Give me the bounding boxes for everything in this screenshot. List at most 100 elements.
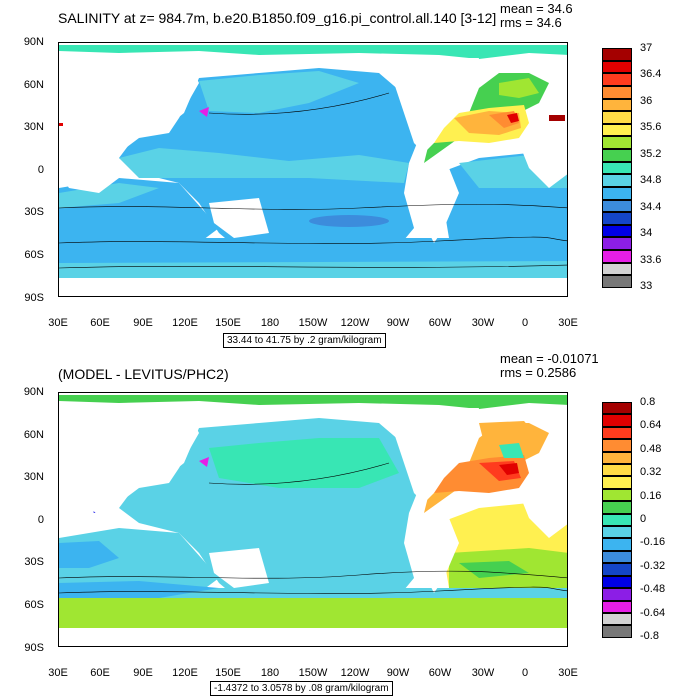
- lon-label: 150E: [215, 317, 241, 329]
- contour-range-label: 33.44 to 41.75 by .2 gram/kilogram: [223, 333, 386, 348]
- colorbar: [602, 402, 632, 638]
- lon-label: 150E: [215, 667, 241, 679]
- colorbar-swatch: [602, 476, 632, 489]
- colorbar-swatch: [602, 111, 632, 124]
- colorbar-swatch: [602, 48, 632, 61]
- lon-label: 150W: [298, 667, 328, 679]
- colorbar-label: 0.16: [640, 489, 662, 502]
- colorbar-label: 0.32: [640, 466, 662, 479]
- lon-label: 30W: [471, 667, 495, 679]
- colorbar-swatch: [602, 451, 632, 465]
- colorbar-swatch: [602, 275, 632, 288]
- lat-label: 0: [37, 514, 44, 526]
- colorbar-swatch: [602, 60, 632, 74]
- lat-label: 60S: [24, 249, 44, 261]
- lat-label: 90S: [24, 292, 44, 304]
- colorbar-swatch: [602, 426, 632, 440]
- colorbar-label: 0.64: [640, 419, 662, 432]
- lon-label: 120E: [172, 667, 198, 679]
- rms-label: rms = 34.6: [500, 15, 562, 30]
- lon-label: 120W: [340, 667, 370, 679]
- colorbar-label: 34.8: [640, 174, 662, 187]
- colorbar-swatch: [602, 563, 632, 576]
- lon-label: 30E: [48, 667, 68, 679]
- lon-label: 60E: [90, 317, 110, 329]
- colorbar-swatch: [602, 161, 632, 175]
- map-plot-area: [58, 392, 568, 647]
- colorbar-label: 36: [640, 94, 653, 107]
- colorbar-label: -0.64: [640, 606, 666, 619]
- colorbar-swatch: [602, 575, 632, 589]
- colorbar-swatch: [602, 501, 632, 514]
- anomaly-map: [59, 393, 567, 646]
- lon-label: 180: [260, 317, 280, 329]
- lon-label: 180: [260, 667, 280, 679]
- colorbar-label: 34: [640, 227, 653, 240]
- lon-label: 0: [521, 667, 529, 679]
- colorbar-label: 36.4: [640, 68, 662, 81]
- colorbar-swatch: [602, 538, 632, 551]
- salinity-anomaly-map-panel: (MODEL - LEVITUS/PHC2) mean = -0.01071 r…: [0, 350, 700, 700]
- colorbar-label: 35.6: [640, 121, 662, 134]
- lat-label: 30N: [23, 471, 44, 483]
- colorbar-swatch: [602, 174, 632, 187]
- colorbar-swatch: [602, 488, 632, 502]
- lat-label: 60S: [24, 599, 44, 611]
- contour-range-label: -1.4372 to 3.0578 by .08 gram/kilogram: [210, 681, 393, 696]
- colorbar-swatch: [602, 186, 632, 200]
- colorbar-swatch: [602, 600, 632, 613]
- lat-label: 30N: [23, 121, 44, 133]
- colorbar-swatch: [602, 149, 632, 162]
- mean-label: mean = 34.6: [500, 1, 573, 16]
- colorbar-label: -0.8: [640, 630, 659, 642]
- lat-label: 90N: [23, 36, 44, 48]
- colorbar-swatch: [602, 262, 632, 276]
- colorbar-label: 35.2: [640, 147, 662, 160]
- lon-label: 60W: [428, 317, 452, 329]
- lat-label: 90S: [24, 642, 44, 654]
- colorbar-swatch: [602, 98, 632, 112]
- colorbar-label: 33.6: [640, 253, 662, 266]
- lat-label: 90N: [23, 386, 44, 398]
- colorbar-swatch: [602, 136, 632, 149]
- colorbar-label: 34.4: [640, 200, 662, 213]
- colorbar-swatch: [602, 588, 632, 601]
- colorbar-swatch: [602, 464, 632, 477]
- salinity-map: [59, 43, 567, 296]
- lon-label: 30E: [558, 317, 578, 329]
- lon-label: 30E: [558, 667, 578, 679]
- lon-label: 90W: [386, 317, 410, 329]
- colorbar-swatch: [602, 526, 632, 539]
- colorbar-swatch: [602, 224, 632, 238]
- lat-label: 60N: [23, 79, 44, 91]
- lon-label: 0: [521, 317, 529, 329]
- colorbar-swatch: [602, 439, 632, 452]
- colorbar-swatch: [602, 73, 632, 86]
- colorbar-swatch: [602, 612, 632, 626]
- lat-label: 30S: [24, 556, 44, 568]
- lon-label: 150W: [298, 317, 328, 329]
- colorbar-label: -0.48: [640, 583, 666, 596]
- lat-label: 60N: [23, 429, 44, 441]
- colorbar-swatch: [602, 513, 632, 527]
- colorbar-swatch: [602, 237, 632, 250]
- colorbar-label: 0: [640, 513, 647, 525]
- colorbar: [602, 48, 632, 288]
- colorbar-label: 37: [640, 42, 653, 54]
- lon-label: 30W: [471, 317, 495, 329]
- colorbar-swatch: [602, 123, 632, 137]
- map-title: SALINITY at z= 984.7m, b.e20.B1850.f09_g…: [58, 10, 497, 26]
- lat-label: 30S: [24, 206, 44, 218]
- colorbar-swatch: [602, 212, 632, 225]
- mean-label: mean = -0.01071: [500, 351, 599, 366]
- salinity-map-panel: SALINITY at z= 984.7m, b.e20.B1850.f09_g…: [23, 1, 662, 348]
- colorbar-swatch: [602, 250, 632, 263]
- colorbar-label: -0.32: [640, 559, 666, 572]
- colorbar-swatch: [602, 199, 632, 213]
- colorbar-swatch: [602, 85, 632, 99]
- lon-label: 90E: [133, 667, 153, 679]
- colorbar-swatch: [602, 414, 632, 427]
- lon-label: 60W: [428, 667, 452, 679]
- colorbar-swatch: [602, 402, 632, 415]
- lon-label: 120E: [172, 317, 198, 329]
